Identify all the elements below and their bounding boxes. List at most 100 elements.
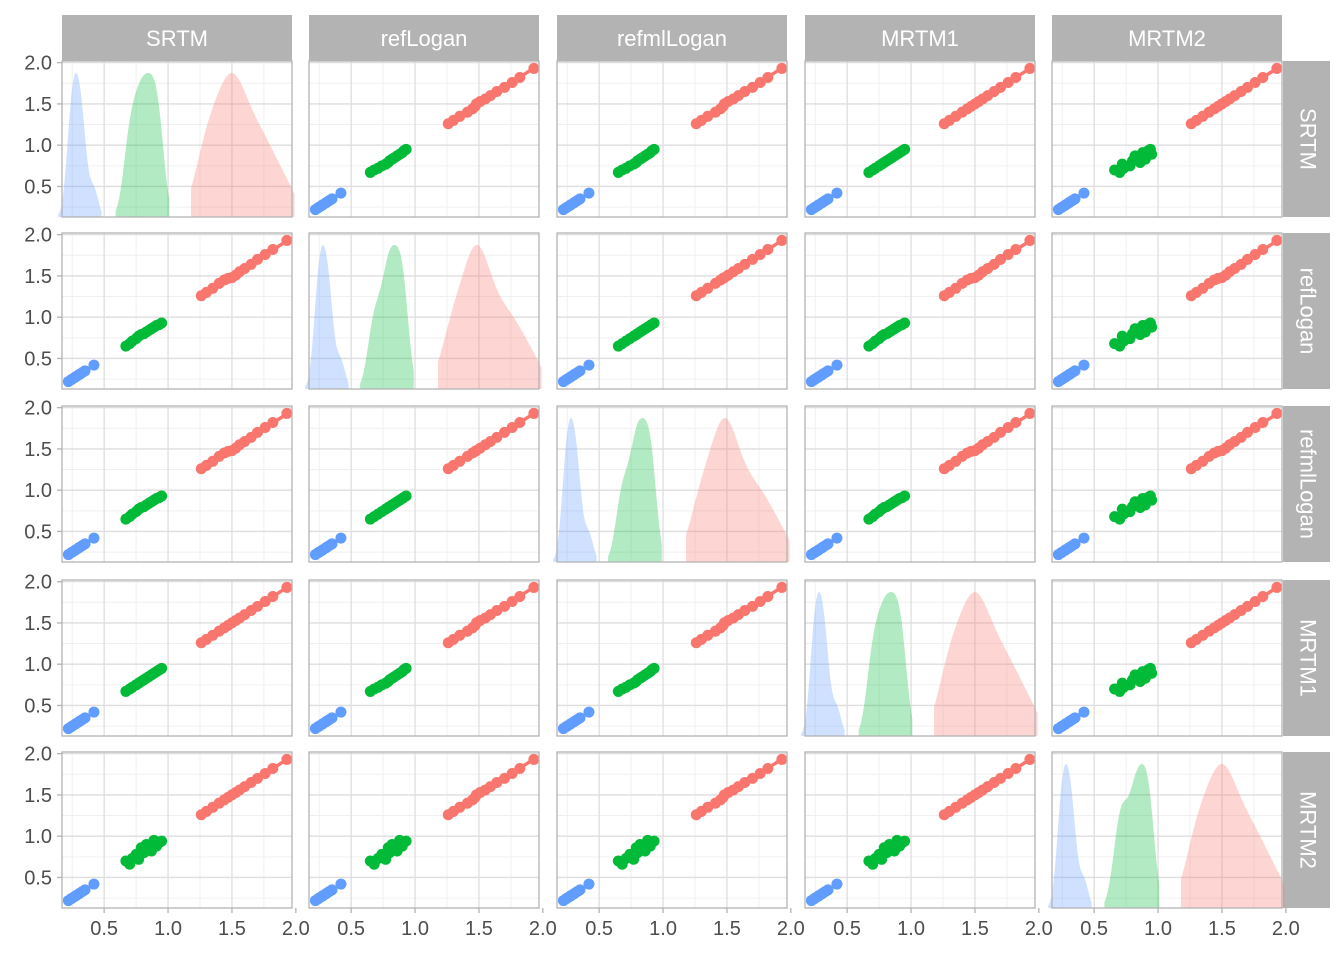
density-area-low [58,73,102,217]
panel-border [556,232,788,390]
panel-border [1051,60,1283,218]
data-point-high [776,62,788,74]
data-point-low [831,359,843,371]
data-point-mid [1116,503,1128,515]
data-point-mid [156,662,168,674]
y-tick-label: 1.5 [24,94,52,116]
data-point-high [1024,62,1036,74]
panel-refmllogan-vs-srtm [61,405,293,563]
panel-border [556,60,788,218]
data-point-high [528,753,540,765]
column-strip-label: refmlLogan [617,26,727,51]
panel-background [309,233,539,389]
data-point-mid [1109,511,1121,523]
data-point-high [1024,753,1036,765]
y-tick-label: 2.0 [24,53,52,75]
row-strip-label: MRTM1 [1296,619,1321,697]
panel-border [308,60,540,218]
panel-border [804,579,1036,737]
panel-background [1052,752,1282,908]
panel-border [1051,579,1283,737]
panel-refmllogan-vs-reflogan [308,405,540,563]
density-area-mid [608,418,662,562]
data-point-mid [400,835,412,847]
data-point-high [1271,62,1283,74]
panel-border [804,60,1036,218]
data-point-high [1257,417,1269,429]
x-tick-label: 1.5 [465,918,493,940]
panel-mrtm1-vs-reflogan [308,579,540,737]
density-area-mid [1104,764,1160,908]
data-point-low [1078,532,1090,544]
data-point-mid [156,317,168,329]
data-point-low [574,884,586,896]
panel-border [1051,405,1283,563]
data-point-high [776,234,788,246]
data-point-high [776,753,788,765]
panel-reflogan-vs-mrtm2 [1051,232,1283,390]
density-area-high [686,418,790,562]
data-point-high [267,244,279,256]
data-point-mid [1144,143,1156,155]
row-strip-label: SRTM [1296,108,1321,170]
data-point-low [1069,193,1081,205]
panel-srtm-vs-mrtm1 [804,60,1036,218]
data-point-low [1069,538,1081,550]
data-point-high [281,581,293,593]
column-strip-mrtm1 [805,15,1035,61]
data-point-mid [400,662,412,674]
data-point-mid [648,662,660,674]
panel-background [62,61,292,217]
panel-border [804,751,1036,909]
data-point-low [335,878,347,890]
data-point-high [1257,72,1269,84]
data-point-low [79,365,91,377]
data-point-low [831,187,843,199]
x-tick-label: 1.0 [649,918,677,940]
data-point-low [574,365,586,377]
data-point-high [1010,417,1022,429]
data-point-low [1078,706,1090,718]
data-point-high [514,591,526,603]
data-point-low [574,193,586,205]
x-tick-label: 1.0 [897,918,925,940]
data-point-high [762,244,774,256]
data-point-mid [899,143,911,155]
data-point-mid [1144,490,1156,502]
panel-refmllogan-vs-refmllogan [553,405,790,563]
x-tick-label: 1.0 [1144,918,1172,940]
data-point-mid [1116,677,1128,689]
data-point-mid [1144,662,1156,674]
panel-background [557,406,787,562]
data-point-low [1069,712,1081,724]
row-strip-reflogan [1283,233,1330,389]
x-tick-label: 2.0 [1272,918,1300,940]
column-strip-label: SRTM [146,26,208,51]
density-area-low [553,418,597,562]
data-point-high [762,763,774,775]
panel-border [308,579,540,737]
data-point-low [1078,359,1090,371]
panel-srtm-vs-mrtm2 [1051,60,1283,218]
density-area-low [305,245,349,389]
data-point-low [583,706,595,718]
data-point-mid [648,317,660,329]
data-point-mid [400,143,412,155]
data-point-low [79,538,91,550]
column-strip-reflogan [309,15,539,61]
column-strip-srtm [62,15,292,61]
density-area-high [934,592,1038,736]
column-strip-label: MRTM1 [881,26,959,51]
data-point-low [88,878,100,890]
data-point-low [1069,365,1081,377]
panel-border [1051,751,1283,909]
panel-srtm-vs-refmllogan [556,60,788,218]
data-point-low [326,538,338,550]
density-area-high [1181,764,1285,908]
y-tick-label: 0.5 [24,521,52,543]
density-area-low [1048,764,1092,908]
row-strip-mrtm2 [1283,752,1330,908]
data-point-mid [1116,158,1128,170]
panel-border [556,751,788,909]
